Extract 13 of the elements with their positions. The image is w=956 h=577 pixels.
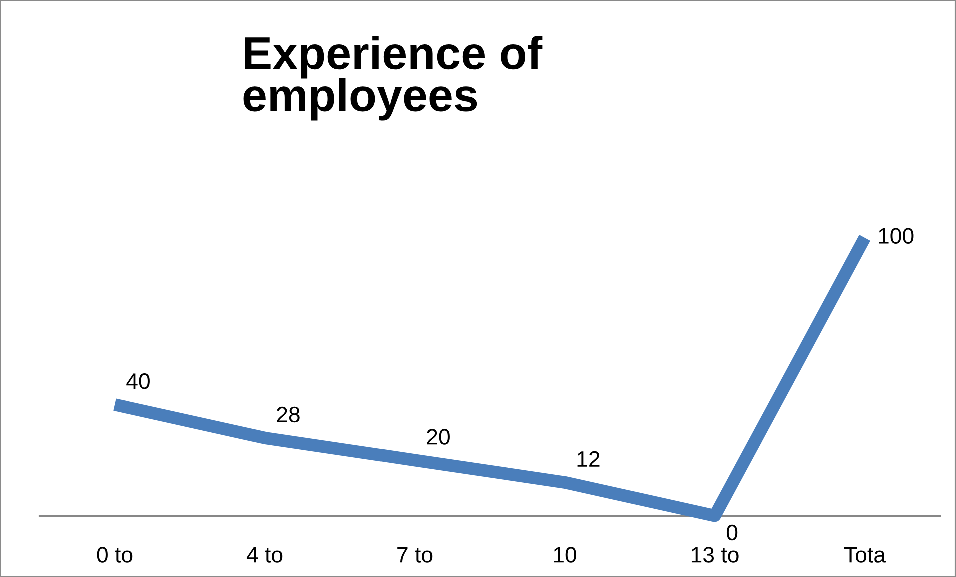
data-label: 40 — [126, 374, 150, 390]
data-label: 20 — [427, 429, 450, 445]
data-label: 100 — [879, 228, 914, 244]
data-label: 28 — [277, 406, 300, 423]
x-tick-label: Tota — [844, 547, 886, 563]
x-tick-label: 13 to — [692, 547, 739, 563]
x-tick-label: 7 to — [398, 547, 433, 563]
x-tick-label: 10 — [554, 547, 576, 563]
x-tick-label: 0 to — [97, 547, 133, 563]
data-label: 0 — [726, 524, 738, 541]
chart-title: Experience of employees — [244, 36, 543, 121]
x-tick-label: 4 to — [246, 547, 283, 563]
data-label: 12 — [578, 451, 600, 467]
